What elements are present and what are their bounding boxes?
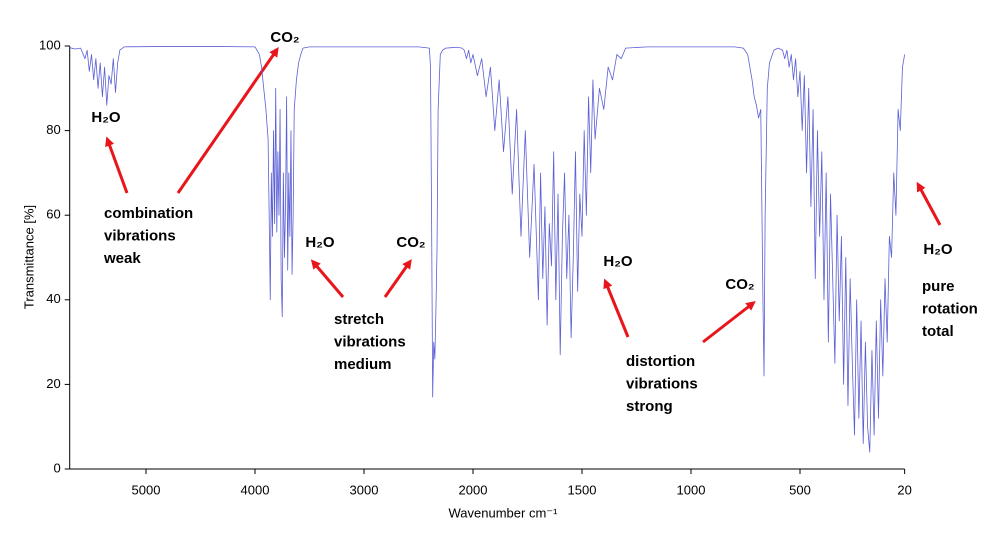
annotation: H₂O: [91, 109, 120, 126]
annotation: CO₂: [270, 29, 299, 46]
x-tick-label: 1000: [677, 482, 706, 497]
y-axis-label: Transmittance [%]: [21, 205, 36, 309]
y-tick-label: 100: [39, 37, 61, 52]
x-tick-label: 3000: [350, 482, 379, 497]
x-axis-label: Wavenumber cm⁻¹: [449, 505, 559, 520]
x-tick-label: 5000: [132, 482, 161, 497]
annotation: H₂O: [603, 253, 632, 270]
y-tick-label: 80: [46, 122, 60, 137]
annotation: distortion: [626, 353, 695, 370]
arrow: [603, 278, 630, 338]
arrow: [310, 259, 345, 298]
annotation: combination: [104, 205, 193, 222]
arrow: [105, 136, 129, 194]
annotation: H₂O: [923, 241, 952, 258]
annotation: CO₂: [396, 234, 425, 251]
y-tick-label: 20: [46, 376, 60, 391]
x-tick-label: 2000: [459, 482, 488, 497]
annotation: vibrations: [626, 375, 698, 392]
x-tick-label: 500: [789, 482, 811, 497]
annotation: strong: [626, 398, 673, 415]
x-tick-label: 4000: [241, 482, 270, 497]
y-tick-label: 60: [46, 207, 60, 222]
y-tick-label: 40: [46, 291, 60, 306]
annotation: vibrations: [104, 227, 176, 244]
annotation: H₂O: [305, 234, 334, 251]
annotation: vibrations: [334, 333, 406, 350]
x-tick-label: 20: [897, 482, 911, 497]
annotation: pure: [922, 278, 955, 295]
annotation: rotation: [922, 300, 978, 317]
y-tick-label: 0: [53, 460, 60, 475]
arrow: [916, 181, 942, 226]
annotation: stretch: [334, 311, 384, 328]
spectrum-line: [69, 46, 906, 453]
annotation: CO₂: [725, 276, 754, 293]
arrow: [383, 259, 412, 298]
annotation: medium: [334, 356, 392, 373]
annotation: weak: [103, 250, 141, 267]
arrow: [176, 47, 279, 194]
annotation: total: [922, 323, 954, 340]
arrow: [702, 301, 756, 344]
arrows: [105, 47, 942, 344]
x-tick-label: 1500: [568, 482, 597, 497]
